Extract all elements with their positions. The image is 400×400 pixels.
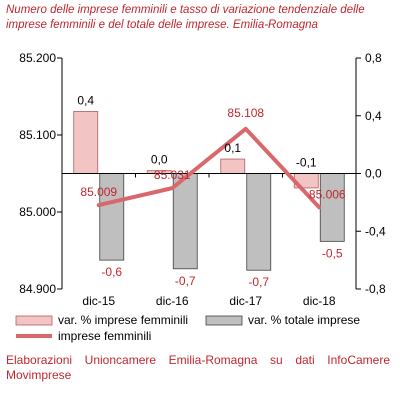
left-tick-label: 85.200 — [19, 51, 56, 65]
bar-female-dic-17 — [220, 158, 246, 174]
right-tick-label: 0,8 — [365, 51, 382, 65]
bar-female-dic-15 — [73, 111, 99, 174]
legend-swatch-1 — [205, 315, 243, 326]
line-label-dic-16: 85.031 — [154, 168, 191, 182]
category-label-dic-17: dic-17 — [229, 294, 262, 308]
line-imprese-femminili — [96, 126, 322, 210]
right-tick-label: -0,4 — [365, 224, 386, 238]
labels-layer: 0,4 -0,6 0,0 -0,7 0,1 -0,7 -0,1 -0,5 85.009 85.03… — [77, 93, 346, 289]
legend-label-0: var. % imprese femminili — [58, 313, 188, 327]
legend: var. % imprese femminili var. % totale im… — [15, 313, 360, 343]
legend-label-2: imprese femminili — [58, 329, 151, 343]
chart-title: Numero delle imprese femminili e tasso d… — [6, 4, 365, 31]
category-label-dic-18: dic-18 — [303, 294, 336, 308]
label-female-dic-17: 0,1 — [224, 141, 241, 155]
label-female-dic-18: -0,1 — [296, 156, 317, 170]
left-tick-label: 85.100 — [19, 128, 56, 142]
category-label-dic-15: dic-15 — [82, 294, 115, 308]
bar-total-dic-18 — [319, 173, 345, 242]
category-label-dic-16: dic-16 — [156, 294, 189, 308]
bar-total-dic-15 — [99, 173, 125, 261]
right-tick-label: 0,4 — [365, 109, 382, 123]
label-total-dic-15: -0,6 — [101, 265, 122, 279]
label-total-dic-18: -0,5 — [322, 246, 343, 260]
line-label-dic-18: 85.006 — [309, 187, 346, 201]
label-total-dic-17: -0,7 — [248, 275, 269, 289]
right-tick-label: -0,8 — [365, 282, 386, 296]
source-note: Elaborazioni Unioncamere Emilia-Romagna … — [6, 353, 390, 382]
label-female-dic-16: 0,0 — [151, 153, 168, 167]
line-label-dic-17: 85.108 — [227, 106, 264, 120]
line-label-dic-15: 85.009 — [80, 185, 117, 199]
right-tick-label: 0,0 — [365, 167, 382, 181]
bar-total-dic-16 — [172, 173, 198, 270]
label-female-dic-15: 0,4 — [77, 93, 94, 107]
left-tick-label: 85.000 — [19, 205, 56, 219]
bar-total-dic-17 — [246, 173, 272, 271]
line-layer — [96, 126, 322, 210]
left-tick-label: 84.900 — [19, 282, 56, 296]
axes-layer: 84.90085.00085.10085.200-0,8-0,40,00,40,… — [19, 51, 386, 308]
legend-swatch-0 — [15, 315, 53, 326]
bars-layer — [73, 111, 345, 271]
legend-label-1: var. % totale imprese — [248, 313, 360, 327]
label-total-dic-16: -0,7 — [175, 274, 196, 288]
